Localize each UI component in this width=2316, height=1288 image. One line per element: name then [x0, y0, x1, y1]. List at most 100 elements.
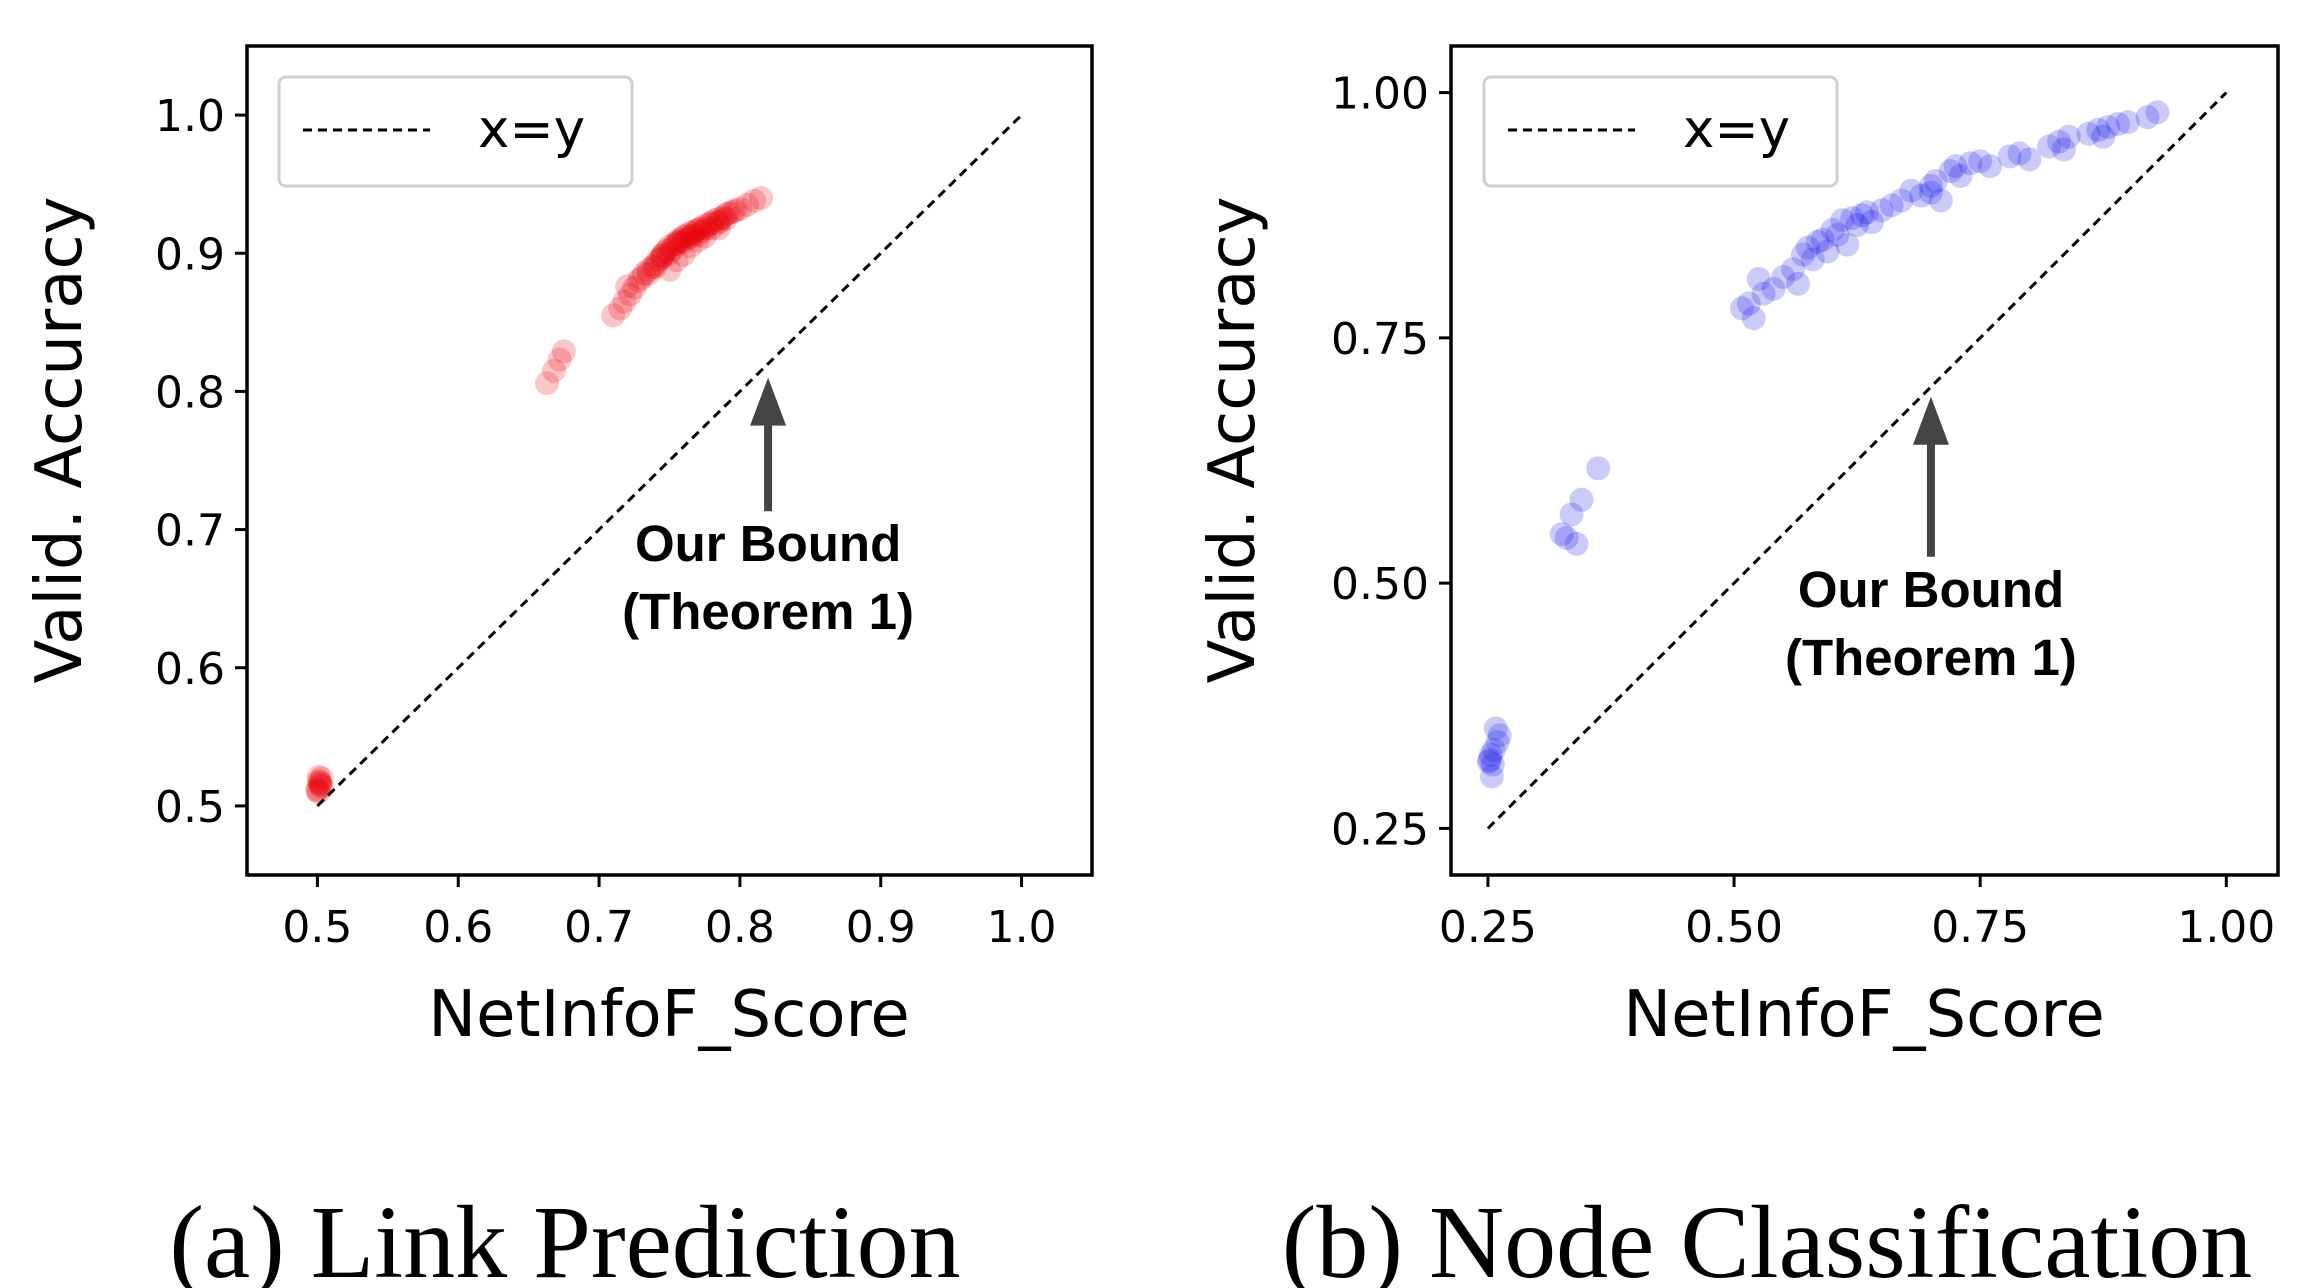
y-tick-label: 0.50	[1331, 559, 1429, 610]
scatter-point	[699, 210, 724, 235]
scatter-point	[1835, 232, 1860, 257]
scatter-point	[2091, 124, 2116, 149]
scatter-point	[668, 228, 693, 253]
scatter-point	[308, 773, 333, 798]
scatter-point	[694, 216, 719, 241]
scatter-point	[1854, 200, 1879, 225]
scatter-point	[1928, 188, 1953, 213]
scatter-point	[305, 778, 330, 803]
scatter-point	[665, 231, 690, 256]
scatter-point	[2145, 100, 2170, 125]
scatter-point	[2051, 137, 2076, 162]
tick-group: 0.5 0.6 0.7 0.8 0.9 1.0 0.5 0.6 0.7 0.8 0.9 1.0	[155, 91, 1057, 953]
scatter-point	[678, 234, 703, 259]
scatter-point	[1997, 144, 2022, 169]
scatter-point	[654, 238, 679, 263]
scatter-point	[650, 244, 675, 269]
scatter-point	[685, 217, 710, 242]
scatter-point	[1746, 267, 1771, 292]
scatter-point	[1729, 296, 1754, 321]
scatter-point	[306, 764, 331, 789]
x-tick-label: 0.5	[282, 902, 352, 953]
x-tick-label: 0.6	[423, 902, 493, 953]
scatter-point	[657, 257, 682, 282]
scatter-point	[713, 202, 738, 227]
scatter-point	[689, 219, 714, 244]
scatter-point	[696, 212, 721, 237]
scatter-point	[1948, 163, 1973, 188]
scatter-point	[671, 230, 696, 255]
scatter-point	[651, 241, 676, 266]
scatter-point	[1805, 229, 1830, 254]
scatter-point	[713, 206, 738, 231]
x-tick-label: 1.0	[987, 902, 1057, 953]
scatter-point	[1879, 193, 1904, 218]
scatter-point	[2135, 105, 2160, 130]
annotation-line1: Our Bound	[635, 515, 901, 572]
tick-group: 0.25 0.50 0.75 1.00 0.25 0.50 0.75 1.00	[1331, 69, 2275, 953]
scatter-point	[1487, 723, 1512, 748]
scatter-point	[2007, 141, 2032, 166]
scatter-point	[1554, 526, 1579, 551]
scatter-point	[1845, 213, 1870, 238]
annotation-line2: (Theorem 1)	[1785, 629, 2077, 686]
scatter-point	[671, 242, 696, 267]
scatter-points	[305, 185, 774, 805]
y-tick-label: 1.0	[155, 91, 225, 142]
scatter-point	[675, 226, 700, 251]
scatter-point	[661, 232, 686, 257]
scatter-point	[678, 220, 703, 245]
y-tick-label: 0.7	[155, 506, 225, 557]
scatter-point	[667, 227, 692, 252]
panel-caption: (b) Node Classification	[1282, 1185, 2252, 1288]
annotation-arrow-head-icon	[1912, 396, 1949, 445]
scatter-point	[615, 274, 640, 299]
legend-label: x=y	[1683, 99, 1790, 160]
y-tick-label: 0.6	[155, 644, 225, 695]
scatter-point	[2017, 147, 2042, 172]
scatter-point	[601, 303, 626, 328]
scatter-point	[308, 770, 333, 795]
scatter-point	[1586, 456, 1611, 481]
scatter-point	[1978, 154, 2003, 179]
annotation-our-bound: Our Bound (Theorem 1)	[622, 377, 914, 640]
scatter-point	[1869, 198, 1894, 223]
scatter-point	[618, 282, 643, 307]
scatter-point	[2056, 124, 2081, 149]
scatter-point	[699, 216, 724, 241]
scatter-point	[706, 216, 731, 241]
scatter-point	[608, 296, 633, 321]
scatter-point	[674, 223, 699, 248]
y-tick-label: 0.5	[155, 782, 225, 833]
scatter-point	[2046, 129, 2071, 154]
scatter-point	[1820, 217, 1845, 242]
scatter-point	[708, 209, 733, 234]
scatter-point	[678, 224, 703, 249]
scatter-point	[622, 275, 647, 300]
scatter-point	[664, 248, 689, 273]
scatter-point	[1943, 154, 1968, 179]
scatter-point	[1478, 742, 1503, 767]
x-axis-label: NetInfoF_Score	[1623, 978, 2105, 1052]
panel-caption: (a) Link Prediction	[169, 1185, 960, 1288]
scatter-point	[1751, 281, 1776, 306]
scatter-point	[643, 255, 668, 280]
scatter-point	[685, 228, 710, 253]
scatter-point	[1477, 747, 1502, 772]
scatter-point	[1918, 173, 1943, 198]
scatter-point	[681, 221, 706, 246]
x-tick-label: 0.75	[1931, 902, 2029, 953]
scatter-point	[1771, 265, 1796, 290]
scatter-point	[309, 766, 334, 791]
legend-box	[1482, 75, 1839, 188]
scatter-point	[702, 208, 727, 233]
scatter-point	[749, 185, 774, 210]
scatter-point	[640, 255, 665, 280]
scatter-point	[1480, 752, 1505, 777]
annotation-arrow-head-icon	[750, 377, 787, 426]
scatter-point	[2086, 117, 2111, 142]
legend-box	[277, 75, 634, 188]
scatter-point	[1859, 210, 1884, 235]
scatter-point	[2037, 134, 2062, 159]
